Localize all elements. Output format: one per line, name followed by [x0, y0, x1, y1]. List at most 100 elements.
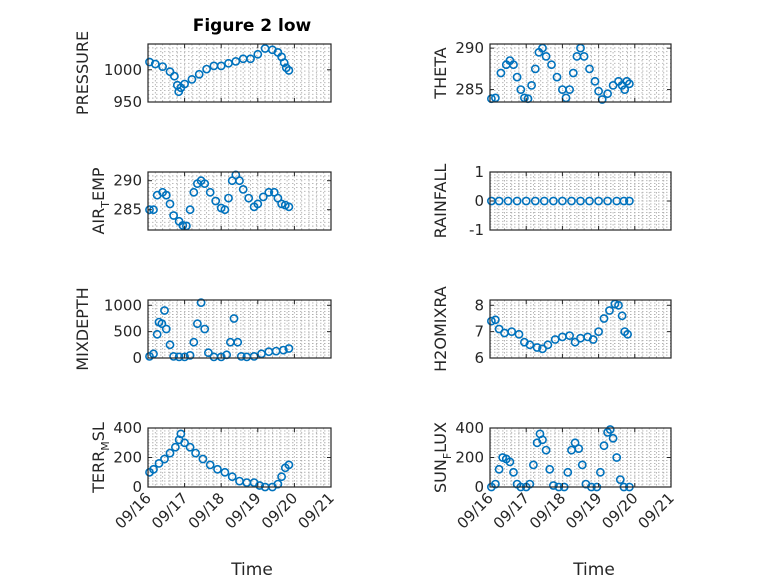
- subplot-5: 0 500 1000 MIXDEPTH: [73, 287, 332, 371]
- data-point: [229, 314, 239, 323]
- y-axis-label-main: THETA: [431, 47, 450, 99]
- data-point: [165, 340, 175, 350]
- data-point: [599, 441, 609, 451]
- data-point: [605, 306, 614, 315]
- data-point: [588, 335, 598, 344]
- data-point: [174, 352, 184, 362]
- data-point: [552, 72, 562, 82]
- data-point: [264, 187, 274, 197]
- data-point: [145, 205, 154, 215]
- data-point: [150, 59, 160, 69]
- data-point: [227, 472, 237, 482]
- data-point: [205, 187, 215, 197]
- y-axis-label: MIXDEPTH: [73, 287, 92, 370]
- data-point: [152, 329, 162, 339]
- data-point: [547, 60, 556, 70]
- data-point: [530, 196, 540, 206]
- axes-background: [148, 172, 331, 230]
- data-point: [200, 179, 210, 188]
- data-point: [529, 460, 538, 470]
- data-point: [187, 75, 197, 84]
- y-axis-label-main: H2OMIXRA: [431, 286, 450, 372]
- axes-frame: [147, 43, 332, 103]
- data-point: [202, 64, 211, 74]
- data-point: [509, 467, 518, 477]
- data-point: [577, 460, 587, 470]
- y-axis-label: H2OMIXRA: [431, 286, 450, 372]
- x-tick-label: 09/20: [258, 489, 301, 532]
- data-point: [244, 193, 254, 203]
- data-point: [278, 345, 288, 355]
- y-axis-label-tail: LUX: [431, 422, 450, 453]
- data-point: [503, 196, 513, 206]
- data-point: [205, 460, 215, 470]
- data-point: [590, 76, 600, 86]
- data-point: [525, 340, 535, 350]
- y-tick-label: 0: [132, 478, 142, 496]
- data-point: [625, 196, 634, 206]
- y-axis-label-subscript: M: [99, 441, 112, 451]
- data-point: [170, 442, 180, 452]
- y-tick-label: 0: [474, 478, 484, 496]
- data-point: [160, 306, 169, 315]
- data-point: [192, 319, 202, 329]
- data-point: [277, 199, 286, 209]
- x-tick-label: 09/19: [221, 489, 264, 532]
- data-point: [619, 196, 629, 206]
- data-point: [579, 52, 589, 61]
- y-axis-label-main: RAINFALL: [431, 164, 450, 239]
- data-point: [512, 72, 522, 82]
- data-point: [620, 85, 630, 94]
- data-point: [185, 442, 195, 452]
- data-point: [617, 311, 627, 321]
- data-point: [233, 337, 243, 347]
- data-point: [568, 68, 578, 78]
- x-tick-label: 09/20: [598, 489, 641, 532]
- data-point: [238, 184, 248, 194]
- y-tick-label: 950: [113, 93, 142, 111]
- data-point: [180, 352, 189, 362]
- data-point: [574, 444, 584, 453]
- y-tick-label: 8: [474, 296, 484, 314]
- axes-background: [148, 300, 331, 358]
- axes-background: [490, 172, 671, 230]
- data-point: [220, 205, 230, 215]
- data-point: [558, 196, 567, 206]
- data-point: [273, 479, 283, 489]
- data-point: [603, 196, 612, 206]
- y-tick-label: 400: [113, 419, 142, 437]
- data-point: [532, 343, 542, 352]
- y-tick-label: 400: [455, 419, 484, 437]
- data-point: [622, 76, 632, 86]
- x-tick-label: 09/19: [562, 489, 605, 532]
- data-point: [176, 429, 186, 439]
- data-point: [521, 196, 531, 206]
- data-point: [284, 202, 294, 212]
- y-tick-label: 285: [455, 81, 484, 99]
- data-point: [194, 69, 204, 79]
- data-point: [594, 327, 603, 336]
- data-point: [200, 324, 210, 334]
- y-axis-label-tail: EMP: [89, 167, 108, 201]
- y-axis-label-subscript: F: [441, 453, 454, 459]
- subplot-4: -1 0 1 RAINFALL: [431, 163, 672, 239]
- data-point: [490, 479, 500, 489]
- subplot-1: 950 1000 PRESSURE: [73, 31, 332, 115]
- data-point: [180, 438, 189, 448]
- data-point: [203, 348, 213, 358]
- data-point: [494, 196, 504, 206]
- data-point: [539, 196, 549, 206]
- x-tick-label: 09/21: [635, 489, 678, 532]
- data-point: [279, 58, 289, 68]
- data-point: [236, 351, 246, 361]
- data-point: [563, 467, 573, 477]
- y-axis-label-main: SUN: [431, 459, 450, 493]
- data-point: [160, 454, 169, 464]
- y-tick-label: 1000: [104, 61, 142, 79]
- y-axis-label: SUNFLUX: [431, 422, 454, 493]
- data-point: [253, 199, 263, 209]
- data-point: [541, 445, 551, 455]
- axes-frame: [489, 43, 672, 103]
- data-point: [185, 205, 195, 215]
